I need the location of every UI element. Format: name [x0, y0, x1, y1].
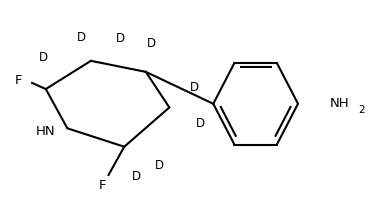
- Text: HN: HN: [36, 126, 56, 139]
- Text: D: D: [155, 159, 164, 172]
- Text: D: D: [77, 31, 86, 44]
- Text: F: F: [15, 74, 22, 87]
- Text: 2: 2: [358, 105, 365, 115]
- Text: D: D: [39, 51, 48, 64]
- Text: D: D: [196, 117, 205, 130]
- Text: D: D: [131, 170, 141, 183]
- Text: D: D: [190, 81, 199, 94]
- Text: NH: NH: [330, 97, 350, 110]
- Text: F: F: [99, 180, 107, 193]
- Text: D: D: [116, 32, 125, 45]
- Text: D: D: [147, 37, 156, 50]
